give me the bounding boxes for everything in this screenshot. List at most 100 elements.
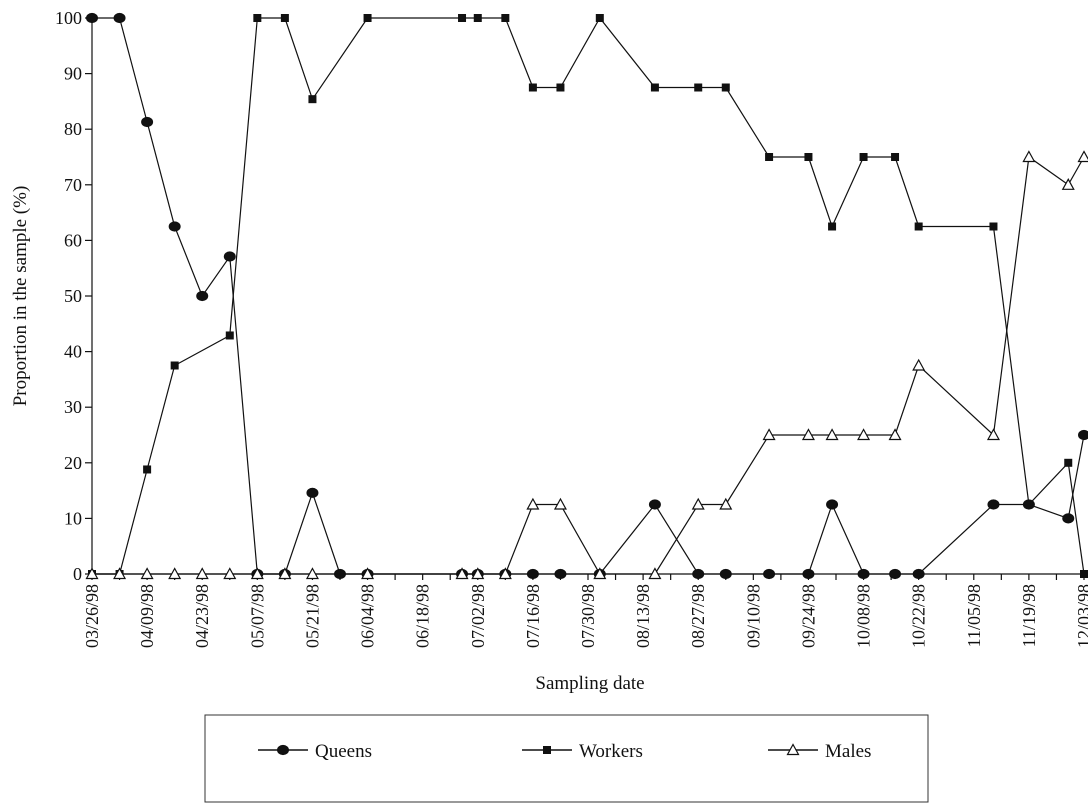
point-workers [1064, 458, 1073, 467]
series-line-workers [92, 16, 1085, 575]
x-ticks: 03/26/98 04/09/98 04/23/98 05/07/98 05/21/98… [82, 574, 1088, 648]
point-males [1061, 178, 1075, 190]
point-queens [86, 12, 98, 24]
point-queens [141, 116, 154, 128]
x-tick-label: 09/24/98 [798, 584, 818, 648]
point-workers [694, 83, 703, 92]
point-workers [458, 14, 467, 22]
x-tick-label: 07/16/98 [523, 584, 543, 648]
point-males [857, 428, 871, 441]
series-line-males [92, 155, 1085, 575]
y-tick-label: 100 [55, 8, 82, 28]
point-males [593, 567, 607, 580]
point-workers [225, 331, 234, 340]
point-queens [763, 568, 776, 580]
point-workers [765, 153, 774, 161]
x-tick-label: 05/21/98 [302, 584, 322, 648]
point-males [1022, 150, 1036, 163]
point-queens [1062, 513, 1075, 524]
y-tick-label: 70 [64, 175, 82, 195]
y-axis-label: Proportion in the sample (%) [10, 186, 31, 407]
point-males [85, 567, 99, 580]
y-tick-label: 10 [64, 508, 82, 528]
point-workers [989, 222, 998, 231]
x-tick-label: 08/13/98 [633, 584, 653, 648]
legend-label: Males [825, 741, 871, 762]
series-layer [85, 12, 1088, 580]
x-tick-label: 12/03/98 [1074, 584, 1088, 648]
y-tick-label: 60 [64, 230, 82, 250]
point-queens [987, 499, 1000, 510]
x-tick-label: 11/05/98 [964, 584, 984, 647]
point-queens [889, 568, 902, 580]
point-males [986, 428, 1000, 441]
point-males [361, 567, 375, 580]
x-tick-label: 08/27/98 [688, 584, 708, 648]
point-workers [501, 14, 510, 22]
point-queens [802, 568, 815, 580]
x-tick-label: 09/10/98 [743, 584, 763, 648]
legend-marker [786, 743, 800, 756]
x-tick-label: 10/08/98 [854, 584, 874, 648]
point-workers [650, 83, 659, 92]
point-males [648, 567, 662, 580]
legend-marker [277, 744, 289, 756]
point-queens [306, 487, 319, 498]
point-males [195, 567, 209, 580]
x-tick-label: 04/23/98 [192, 584, 212, 648]
y-tick-label: 40 [64, 342, 82, 362]
point-workers [556, 83, 565, 92]
point-workers [308, 95, 317, 104]
series-line-queens [92, 17, 1085, 575]
x-tick-label: 07/02/98 [468, 584, 488, 648]
point-males [526, 497, 540, 510]
point-workers [1024, 500, 1033, 509]
point-males [250, 567, 264, 580]
point-workers [891, 153, 900, 161]
point-males [168, 567, 182, 580]
y-tick-label: 30 [64, 397, 82, 417]
point-workers [253, 14, 262, 22]
legend-items: Queens Workers Males [258, 741, 871, 762]
point-queens [196, 290, 209, 302]
point-queens [1078, 429, 1088, 441]
point-males [691, 497, 705, 510]
y-tick-label: 80 [64, 119, 82, 139]
legend-label: Queens [315, 741, 372, 762]
point-males [471, 567, 485, 580]
point-males [278, 567, 292, 580]
point-workers [473, 14, 482, 22]
point-workers [143, 465, 152, 474]
point-queens [719, 568, 732, 580]
point-males [553, 497, 567, 510]
point-queens [912, 568, 925, 580]
point-males [1077, 150, 1088, 163]
x-tick-label: 11/19/98 [1019, 584, 1039, 647]
point-workers [280, 14, 289, 22]
point-males [455, 567, 469, 580]
point-males [223, 567, 237, 580]
x-tick-label: 06/04/98 [358, 584, 378, 648]
point-queens [223, 251, 236, 262]
point-workers [804, 153, 813, 161]
point-queens [113, 12, 126, 24]
legend: Queens Workers Males [204, 714, 929, 803]
point-workers [859, 153, 868, 161]
legend-box [204, 714, 929, 803]
x-tick-label: 06/18/98 [413, 584, 433, 648]
point-males [888, 428, 902, 441]
point-queens [526, 568, 539, 580]
legend-marker [543, 746, 551, 754]
point-workers [363, 14, 372, 22]
point-workers [828, 222, 837, 231]
point-males [762, 428, 776, 441]
point-males [912, 358, 926, 371]
series-queens [86, 12, 1088, 580]
point-queens [857, 568, 870, 580]
x-tick-label: 10/22/98 [909, 584, 929, 648]
point-males [498, 567, 512, 580]
point-males [719, 497, 733, 510]
y-tick-label: 50 [64, 286, 82, 306]
